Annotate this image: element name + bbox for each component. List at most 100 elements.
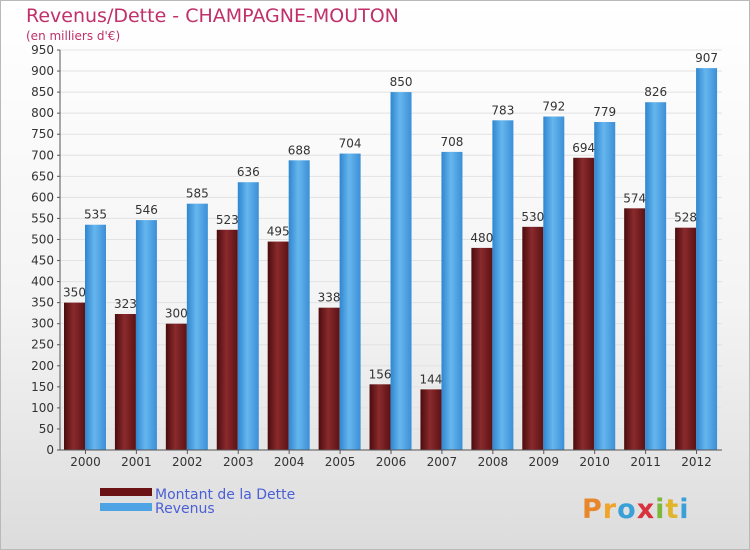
- bar-revenus-2001: [135, 220, 157, 450]
- bar-debt-2003: [216, 229, 238, 450]
- y-tick-label: 850: [31, 85, 54, 99]
- bar-revenus-2005: [339, 153, 361, 450]
- y-tick-label: 200: [31, 359, 54, 373]
- y-tick-label: 100: [31, 401, 54, 415]
- value-label-debt-2006: 156: [369, 367, 392, 381]
- bar-debt-2010: [573, 157, 595, 450]
- bar-debt-2004: [267, 241, 289, 450]
- y-tick-label: 450: [31, 254, 54, 268]
- value-label-revenus-2010: 779: [593, 105, 616, 119]
- y-tick-label: 950: [31, 43, 54, 57]
- value-label-revenus-2011: 826: [644, 85, 667, 99]
- bar-debt-2002: [165, 323, 187, 450]
- bar-revenus-2009: [543, 116, 565, 451]
- bar-revenus-2012: [696, 68, 718, 451]
- value-labels: 350 535 323 546 300 585 523 636 495 688 338 704 156 8…: [63, 51, 718, 386]
- y-tick-label: 0: [46, 443, 54, 457]
- logo-letter-5: t: [665, 494, 679, 525]
- value-label-revenus-2004: 688: [288, 143, 311, 157]
- legend-label-debt: Montant de la Dette: [155, 487, 295, 503]
- chart-subtitle: (en milliers d'€): [26, 29, 120, 43]
- y-tick-label: 400: [31, 275, 54, 289]
- value-label-revenus-2012: 907: [695, 51, 718, 65]
- value-label-debt-2004: 495: [267, 225, 290, 239]
- value-label-revenus-2002: 585: [186, 187, 209, 201]
- y-tick-label: 300: [31, 317, 54, 331]
- bar-debt-2000: [64, 302, 85, 450]
- bar-debt-2001: [114, 314, 136, 450]
- legend-swatch-debt: [100, 488, 152, 496]
- x-tick-label-2009: 2009: [528, 455, 559, 469]
- x-tick-label-2008: 2008: [478, 455, 509, 469]
- y-tick-label: 900: [31, 64, 54, 78]
- bar-revenus-2010: [594, 122, 616, 450]
- logo-letter-2: o: [617, 494, 637, 525]
- x-tick-label-2007: 2007: [427, 455, 458, 469]
- y-tick-label: 500: [31, 232, 54, 246]
- x-tick-label-2011: 2011: [630, 455, 661, 469]
- value-label-debt-2002: 300: [165, 307, 188, 321]
- bar-revenus-2002: [186, 203, 208, 450]
- x-tick-label-2004: 2004: [274, 455, 305, 469]
- proxiti-logo: Proxiti: [582, 494, 690, 525]
- value-label-revenus-2001: 546: [135, 203, 158, 217]
- legend-swatch-revenus: [100, 503, 152, 511]
- x-tick-label-2005: 2005: [325, 455, 356, 469]
- legend-label-revenus: Revenus: [155, 501, 215, 517]
- bar-revenus-2003: [237, 182, 259, 451]
- y-tick-label: 50: [39, 422, 54, 436]
- value-label-debt-2000: 350: [63, 286, 86, 300]
- x-tick-label-2000: 2000: [70, 455, 101, 469]
- x-axis-ticks: 2000 2001 2002 2003 2004 2005 2006 2007 2008 2009…: [70, 450, 712, 469]
- x-tick-label-2010: 2010: [579, 455, 610, 469]
- bar-revenus-2008: [492, 120, 514, 450]
- bar-debt-2006: [369, 384, 391, 450]
- y-tick-label: 350: [31, 296, 54, 310]
- value-label-debt-2003: 523: [216, 213, 239, 227]
- value-label-debt-2009: 530: [521, 210, 544, 224]
- logo-letter-0: P: [582, 494, 603, 525]
- y-tick-label: 800: [31, 106, 54, 120]
- logo-letter-3: x: [637, 494, 655, 525]
- bar-debt-2008: [471, 247, 493, 450]
- value-label-revenus-2006: 850: [390, 75, 413, 89]
- bar-revenus-2007: [441, 151, 463, 451]
- y-tick-label: 700: [31, 148, 54, 162]
- value-label-revenus-2003: 636: [237, 165, 260, 179]
- value-label-debt-2008: 480: [470, 231, 493, 245]
- bar-debt-2005: [318, 307, 340, 450]
- bar-debt-2009: [522, 226, 544, 450]
- value-label-debt-2010: 694: [572, 141, 595, 155]
- logo-letter-4: i: [655, 494, 665, 525]
- value-label-debt-2005: 338: [318, 291, 341, 305]
- x-tick-label-2001: 2001: [121, 455, 152, 469]
- y-tick-label: 550: [31, 211, 54, 225]
- value-label-revenus-2009: 792: [542, 100, 565, 114]
- x-tick-label-2006: 2006: [376, 455, 407, 469]
- chart-title: Revenus/Dette - CHAMPAGNE-MOUTON: [26, 5, 399, 27]
- logo-letter-6: i: [679, 494, 689, 525]
- value-label-debt-2011: 574: [623, 191, 646, 205]
- bar-debt-2007: [420, 389, 442, 450]
- x-tick-label-2002: 2002: [172, 455, 203, 469]
- value-label-revenus-2000: 535: [84, 208, 107, 222]
- bar-revenus-2006: [390, 92, 412, 451]
- bar-revenus-2000: [85, 224, 106, 450]
- value-label-debt-2012: 528: [674, 211, 697, 225]
- y-tick-label: 650: [31, 169, 54, 183]
- x-tick-label-2012: 2012: [681, 455, 712, 469]
- bar-debt-2012: [675, 227, 697, 450]
- bar-debt-2011: [624, 208, 646, 450]
- bar-revenus-2011: [645, 102, 667, 451]
- y-axis-ticks: 0 50 100 150 200 250 300 350 400 450 500 550 600 650 7…: [31, 43, 60, 457]
- bars: [64, 68, 718, 451]
- logo-letter-1: r: [603, 494, 617, 525]
- value-label-revenus-2005: 704: [339, 137, 362, 151]
- y-tick-label: 250: [31, 338, 54, 352]
- bar-revenus-2004: [288, 160, 310, 450]
- legend: Montant de la Dette Revenus: [100, 487, 295, 517]
- y-tick-label: 600: [31, 190, 54, 204]
- value-label-revenus-2008: 783: [491, 103, 514, 117]
- value-label-debt-2007: 144: [420, 372, 443, 386]
